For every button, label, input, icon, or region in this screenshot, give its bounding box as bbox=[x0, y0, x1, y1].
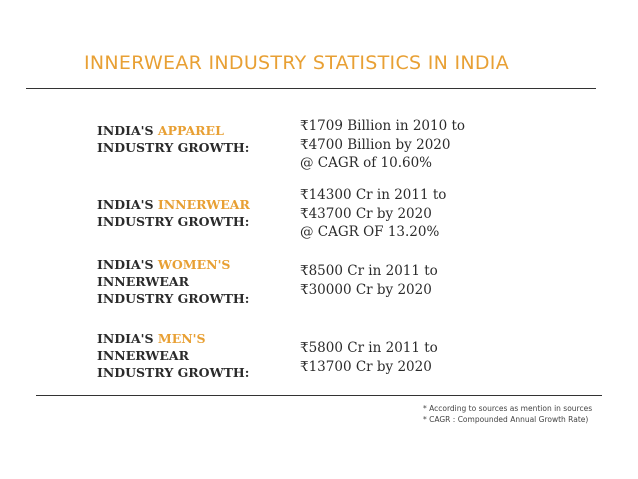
value-line: ₹4700 Billion by 2020 bbox=[300, 136, 451, 153]
label-highlight: APPAREL bbox=[157, 123, 224, 138]
value-line: ₹8500 Cr in 2011 to bbox=[300, 263, 438, 279]
value-line: ₹14300 Cr in 2011 to bbox=[300, 187, 447, 203]
stat-label-innerwear: INDIA'S INNERWEAR INDUSTRY GROWTH: bbox=[97, 196, 250, 230]
footnote: * CAGR : Compounded Annual Growth Rate) bbox=[423, 415, 589, 424]
value-line: @ CAGR OF 13.20% bbox=[300, 224, 440, 240]
footnote: * According to sources as mention in sou… bbox=[423, 404, 593, 413]
stat-label-womens: INDIA'S WOMEN'S INNERWEAR INDUSTRY GROWT… bbox=[97, 256, 249, 307]
value-line: ₹30000 Cr by 2020 bbox=[300, 281, 432, 298]
stat-value-mens: ₹5800 Cr in 2011 to ₹13700 Cr by 2020 bbox=[300, 339, 438, 376]
label-line: INDUSTRY GROWTH: bbox=[97, 291, 250, 306]
top-divider bbox=[26, 88, 596, 89]
stat-value-womens: ₹8500 Cr in 2011 to ₹30000 Cr by 2020 bbox=[300, 262, 438, 299]
label-line: INDUSTRY GROWTH: bbox=[97, 140, 250, 155]
label-highlight: MEN'S bbox=[157, 331, 206, 346]
label-highlight: INNERWEAR bbox=[157, 197, 250, 212]
value-line: ₹1709 Billion in 2010 to bbox=[300, 118, 466, 134]
label-prefix: INDIA'S bbox=[97, 331, 158, 346]
bottom-divider bbox=[36, 395, 602, 396]
label-line: INDUSTRY GROWTH: bbox=[97, 214, 250, 229]
label-highlight: WOMEN'S bbox=[157, 257, 231, 272]
label-line: INNERWEAR bbox=[97, 348, 189, 363]
stat-value-apparel: ₹1709 Billion in 2010 to ₹4700 Billion b… bbox=[300, 117, 465, 173]
label-prefix: INDIA'S bbox=[97, 197, 158, 212]
stat-value-innerwear: ₹14300 Cr in 2011 to ₹43700 Cr by 2020 @… bbox=[300, 186, 446, 242]
value-line: ₹13700 Cr by 2020 bbox=[300, 358, 432, 375]
label-line: INNERWEAR bbox=[97, 274, 189, 289]
page-title: INNERWEAR INDUSTRY STATISTICS IN INDIA bbox=[84, 52, 510, 74]
value-line: @ CAGR of 10.60% bbox=[300, 155, 433, 171]
label-prefix: INDIA'S bbox=[97, 123, 158, 138]
stat-label-mens: INDIA'S MEN'S INNERWEAR INDUSTRY GROWTH: bbox=[97, 330, 249, 381]
label-line: INDUSTRY GROWTH: bbox=[97, 365, 250, 380]
stat-label-apparel: INDIA'S APPAREL INDUSTRY GROWTH: bbox=[97, 122, 249, 156]
label-prefix: INDIA'S bbox=[97, 257, 158, 272]
value-line: ₹5800 Cr in 2011 to bbox=[300, 340, 438, 356]
footnotes: * According to sources as mention in sou… bbox=[423, 403, 592, 425]
value-line: ₹43700 Cr by 2020 bbox=[300, 205, 432, 222]
